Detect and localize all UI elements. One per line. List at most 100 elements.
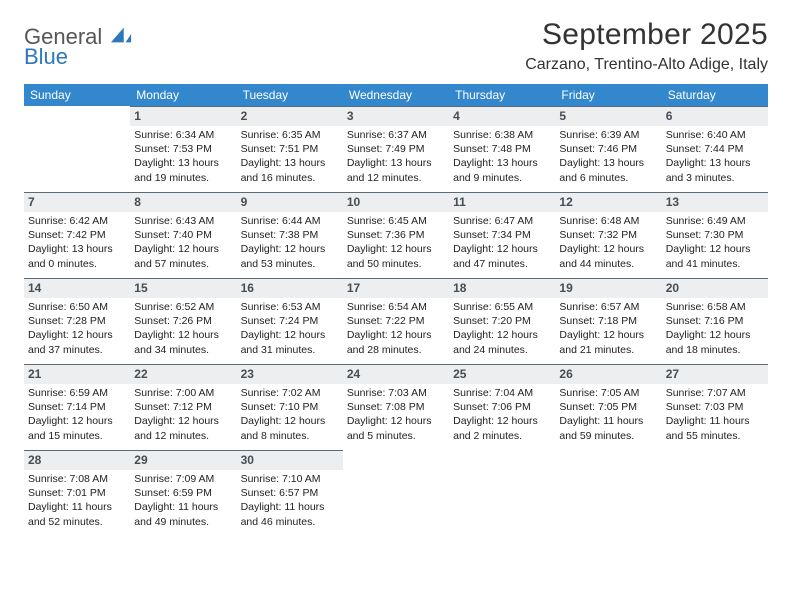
calendar-day-cell [343, 450, 449, 536]
day-details: Sunrise: 7:02 AMSunset: 7:10 PMDaylight:… [237, 386, 343, 447]
calendar-day-cell: 23Sunrise: 7:02 AMSunset: 7:10 PMDayligh… [237, 364, 343, 450]
daylight-line: Daylight: 12 hours and 18 minutes. [666, 328, 764, 356]
daylight-line: Daylight: 12 hours and 37 minutes. [28, 328, 126, 356]
calendar-day-cell: 15Sunrise: 6:52 AMSunset: 7:26 PMDayligh… [130, 278, 236, 364]
calendar-day-cell: 19Sunrise: 6:57 AMSunset: 7:18 PMDayligh… [555, 278, 661, 364]
sunset-line: Sunset: 7:12 PM [134, 400, 232, 414]
day-number: 29 [130, 450, 236, 470]
daylight-line: Daylight: 12 hours and 34 minutes. [134, 328, 232, 356]
daylight-line: Daylight: 12 hours and 50 minutes. [347, 242, 445, 270]
daylight-line: Daylight: 11 hours and 52 minutes. [28, 500, 126, 528]
sunrise-line: Sunrise: 6:58 AM [666, 300, 764, 314]
weekday-header: Thursday [449, 84, 555, 106]
daylight-line: Daylight: 13 hours and 19 minutes. [134, 156, 232, 184]
sunrise-line: Sunrise: 6:59 AM [28, 386, 126, 400]
daylight-line: Daylight: 12 hours and 21 minutes. [559, 328, 657, 356]
sunrise-line: Sunrise: 6:40 AM [666, 128, 764, 142]
sunrise-line: Sunrise: 6:37 AM [347, 128, 445, 142]
calendar-day-cell: 25Sunrise: 7:04 AMSunset: 7:06 PMDayligh… [449, 364, 555, 450]
day-details: Sunrise: 7:05 AMSunset: 7:05 PMDaylight:… [555, 386, 661, 447]
day-details: Sunrise: 7:09 AMSunset: 6:59 PMDaylight:… [130, 472, 236, 533]
day-details: Sunrise: 6:39 AMSunset: 7:46 PMDaylight:… [555, 128, 661, 189]
day-number: 17 [343, 278, 449, 298]
day-details: Sunrise: 6:55 AMSunset: 7:20 PMDaylight:… [449, 300, 555, 361]
logo: General Blue [24, 18, 132, 67]
sunset-line: Sunset: 7:36 PM [347, 228, 445, 242]
sunset-line: Sunset: 7:38 PM [241, 228, 339, 242]
title-block: September 2025 Carzano, Trentino-Alto Ad… [525, 18, 768, 74]
sunset-line: Sunset: 7:49 PM [347, 142, 445, 156]
calendar-day-cell: 12 Sunrise: 6:48 AMSunset: 7:32 PMDayligh… [555, 192, 661, 278]
day-details: Sunrise: 6:38 AMSunset: 7:48 PMDaylight:… [449, 128, 555, 189]
sunset-line: Sunset: 7:24 PM [241, 314, 339, 328]
daylight-line: Daylight: 12 hours and 2 minutes. [453, 414, 551, 442]
day-details: Sunrise: 6:47 AMSunset: 7:34 PMDaylight:… [449, 214, 555, 275]
sunrise-line: Sunrise: 7:00 AM [134, 386, 232, 400]
sunset-line: Sunset: 7:16 PM [666, 314, 764, 328]
sunrise-line: Sunrise: 7:08 AM [28, 472, 126, 486]
sunrise-line: Sunrise: 6:47 AM [453, 214, 551, 228]
calendar-day-cell: 28 Sunrise: 7:08 AMSunset: 7:01 PMDayligh… [24, 450, 130, 536]
day-number: 22 [130, 364, 236, 384]
sunset-line: Sunset: 7:32 PM [559, 228, 657, 242]
topbar: General Blue September 2025 Carzano, Tre… [24, 18, 768, 74]
sunrise-line: Sunrise: 6:50 AM [28, 300, 126, 314]
calendar-day-cell: 5Sunrise: 6:39 AMSunset: 7:46 PMDaylight… [555, 106, 661, 192]
daylight-line: Daylight: 13 hours and 12 minutes. [347, 156, 445, 184]
calendar-day-cell: 22 Sunrise: 7:00 AMSunset: 7:12 PMDayligh… [130, 364, 236, 450]
day-number: 14 [24, 278, 130, 298]
sunrise-line: Sunrise: 6:45 AM [347, 214, 445, 228]
daylight-line: Daylight: 11 hours and 59 minutes. [559, 414, 657, 442]
day-number: 1 [130, 106, 236, 126]
calendar-day-cell [555, 450, 661, 536]
daylight-line: Daylight: 11 hours and 55 minutes. [666, 414, 764, 442]
day-details: Sunrise: 6:50 AMSunset: 7:28 PMDaylight:… [24, 300, 130, 361]
sunset-line: Sunset: 7:26 PM [134, 314, 232, 328]
calendar-day-cell: 17Sunrise: 6:54 AMSunset: 7:22 PMDayligh… [343, 278, 449, 364]
calendar-page: General Blue September 2025 Carzano, Tre… [0, 0, 792, 536]
weekday-header: Friday [555, 84, 661, 106]
weekday-header-row: Sunday Monday Tuesday Wednesday Thursday… [24, 84, 768, 106]
sunset-line: Sunset: 7:01 PM [28, 486, 126, 500]
weekday-header: Sunday [24, 84, 130, 106]
sunset-line: Sunset: 7:48 PM [453, 142, 551, 156]
day-number: 20 [662, 278, 768, 298]
sunrise-line: Sunrise: 7:02 AM [241, 386, 339, 400]
sunrise-line: Sunrise: 6:48 AM [559, 214, 657, 228]
sunset-line: Sunset: 7:08 PM [347, 400, 445, 414]
calendar-day-cell: 27Sunrise: 7:07 AMSunset: 7:03 PMDayligh… [662, 364, 768, 450]
daylight-line: Daylight: 12 hours and 53 minutes. [241, 242, 339, 270]
day-number: 28 [24, 450, 130, 470]
weekday-header: Tuesday [237, 84, 343, 106]
day-number: 27 [662, 364, 768, 384]
sunset-line: Sunset: 7:14 PM [28, 400, 126, 414]
sunset-line: Sunset: 7:03 PM [666, 400, 764, 414]
calendar-day-cell: 29Sunrise: 7:09 AMSunset: 6:59 PMDayligh… [130, 450, 236, 536]
day-number: 10 [343, 192, 449, 212]
sunset-line: Sunset: 7:06 PM [453, 400, 551, 414]
day-details: Sunrise: 6:43 AMSunset: 7:40 PMDaylight:… [130, 214, 236, 275]
sunrise-line: Sunrise: 6:52 AM [134, 300, 232, 314]
daylight-line: Daylight: 12 hours and 47 minutes. [453, 242, 551, 270]
sunset-line: Sunset: 6:57 PM [241, 486, 339, 500]
calendar-day-cell: 21Sunrise: 6:59 AMSunset: 7:14 PMDayligh… [24, 364, 130, 450]
calendar-day-cell: 11Sunrise: 6:47 AMSunset: 7:34 PMDayligh… [449, 192, 555, 278]
calendar-day-cell: 10 Sunrise: 6:45 AMSunset: 7:36 PMDayligh… [343, 192, 449, 278]
daylight-line: Daylight: 12 hours and 44 minutes. [559, 242, 657, 270]
day-details: Sunrise: 6:52 AMSunset: 7:26 PMDaylight:… [130, 300, 236, 361]
daylight-line: Daylight: 12 hours and 57 minutes. [134, 242, 232, 270]
calendar-day-cell: 9Sunrise: 6:44 AMSunset: 7:38 PMDaylight… [237, 192, 343, 278]
sunset-line: Sunset: 7:34 PM [453, 228, 551, 242]
day-number: 13 [662, 192, 768, 212]
sunrise-line: Sunrise: 6:42 AM [28, 214, 126, 228]
sunset-line: Sunset: 7:40 PM [134, 228, 232, 242]
daylight-line: Daylight: 11 hours and 46 minutes. [241, 500, 339, 528]
day-number: 12 [555, 192, 661, 212]
day-details: Sunrise: 6:58 AMSunset: 7:16 PMDaylight:… [662, 300, 768, 361]
sunset-line: Sunset: 7:42 PM [28, 228, 126, 242]
day-number: 2 [237, 106, 343, 126]
day-number: 3 [343, 106, 449, 126]
daylight-line: Daylight: 12 hours and 12 minutes. [134, 414, 232, 442]
day-number: 5 [555, 106, 661, 126]
day-details: Sunrise: 7:04 AMSunset: 7:06 PMDaylight:… [449, 386, 555, 447]
